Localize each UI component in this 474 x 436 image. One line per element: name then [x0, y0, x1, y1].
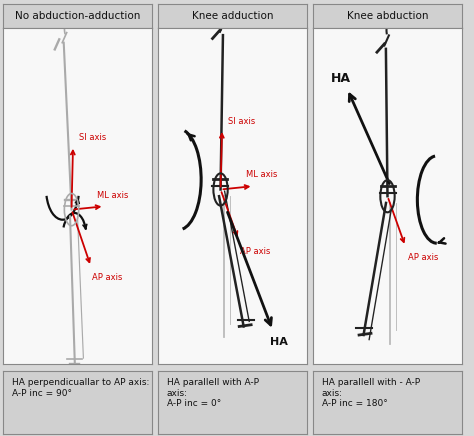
Text: ML axis: ML axis — [97, 191, 128, 200]
Text: Knee abduction: Knee abduction — [347, 11, 428, 21]
Text: HA: HA — [270, 337, 288, 347]
Text: AP axis: AP axis — [409, 253, 439, 262]
Text: HA parallell with A-P
axis:
A-P inc = 0°: HA parallell with A-P axis: A-P inc = 0° — [167, 378, 259, 408]
Text: HA parallell with - A-P
axis:
A-P inc = 180°: HA parallell with - A-P axis: A-P inc = … — [322, 378, 420, 408]
Text: AP axis: AP axis — [92, 273, 123, 283]
Text: Knee adduction: Knee adduction — [192, 11, 273, 21]
Text: AP axis: AP axis — [240, 247, 270, 255]
Text: No abduction-adduction: No abduction-adduction — [15, 11, 140, 21]
Text: HA perpendicuallar to AP axis:
A-P inc = 90°: HA perpendicuallar to AP axis: A-P inc =… — [12, 378, 149, 398]
Text: SI axis: SI axis — [79, 133, 106, 143]
Text: ML axis: ML axis — [246, 170, 277, 179]
Text: HA: HA — [331, 72, 351, 85]
Text: SI axis: SI axis — [228, 117, 255, 126]
